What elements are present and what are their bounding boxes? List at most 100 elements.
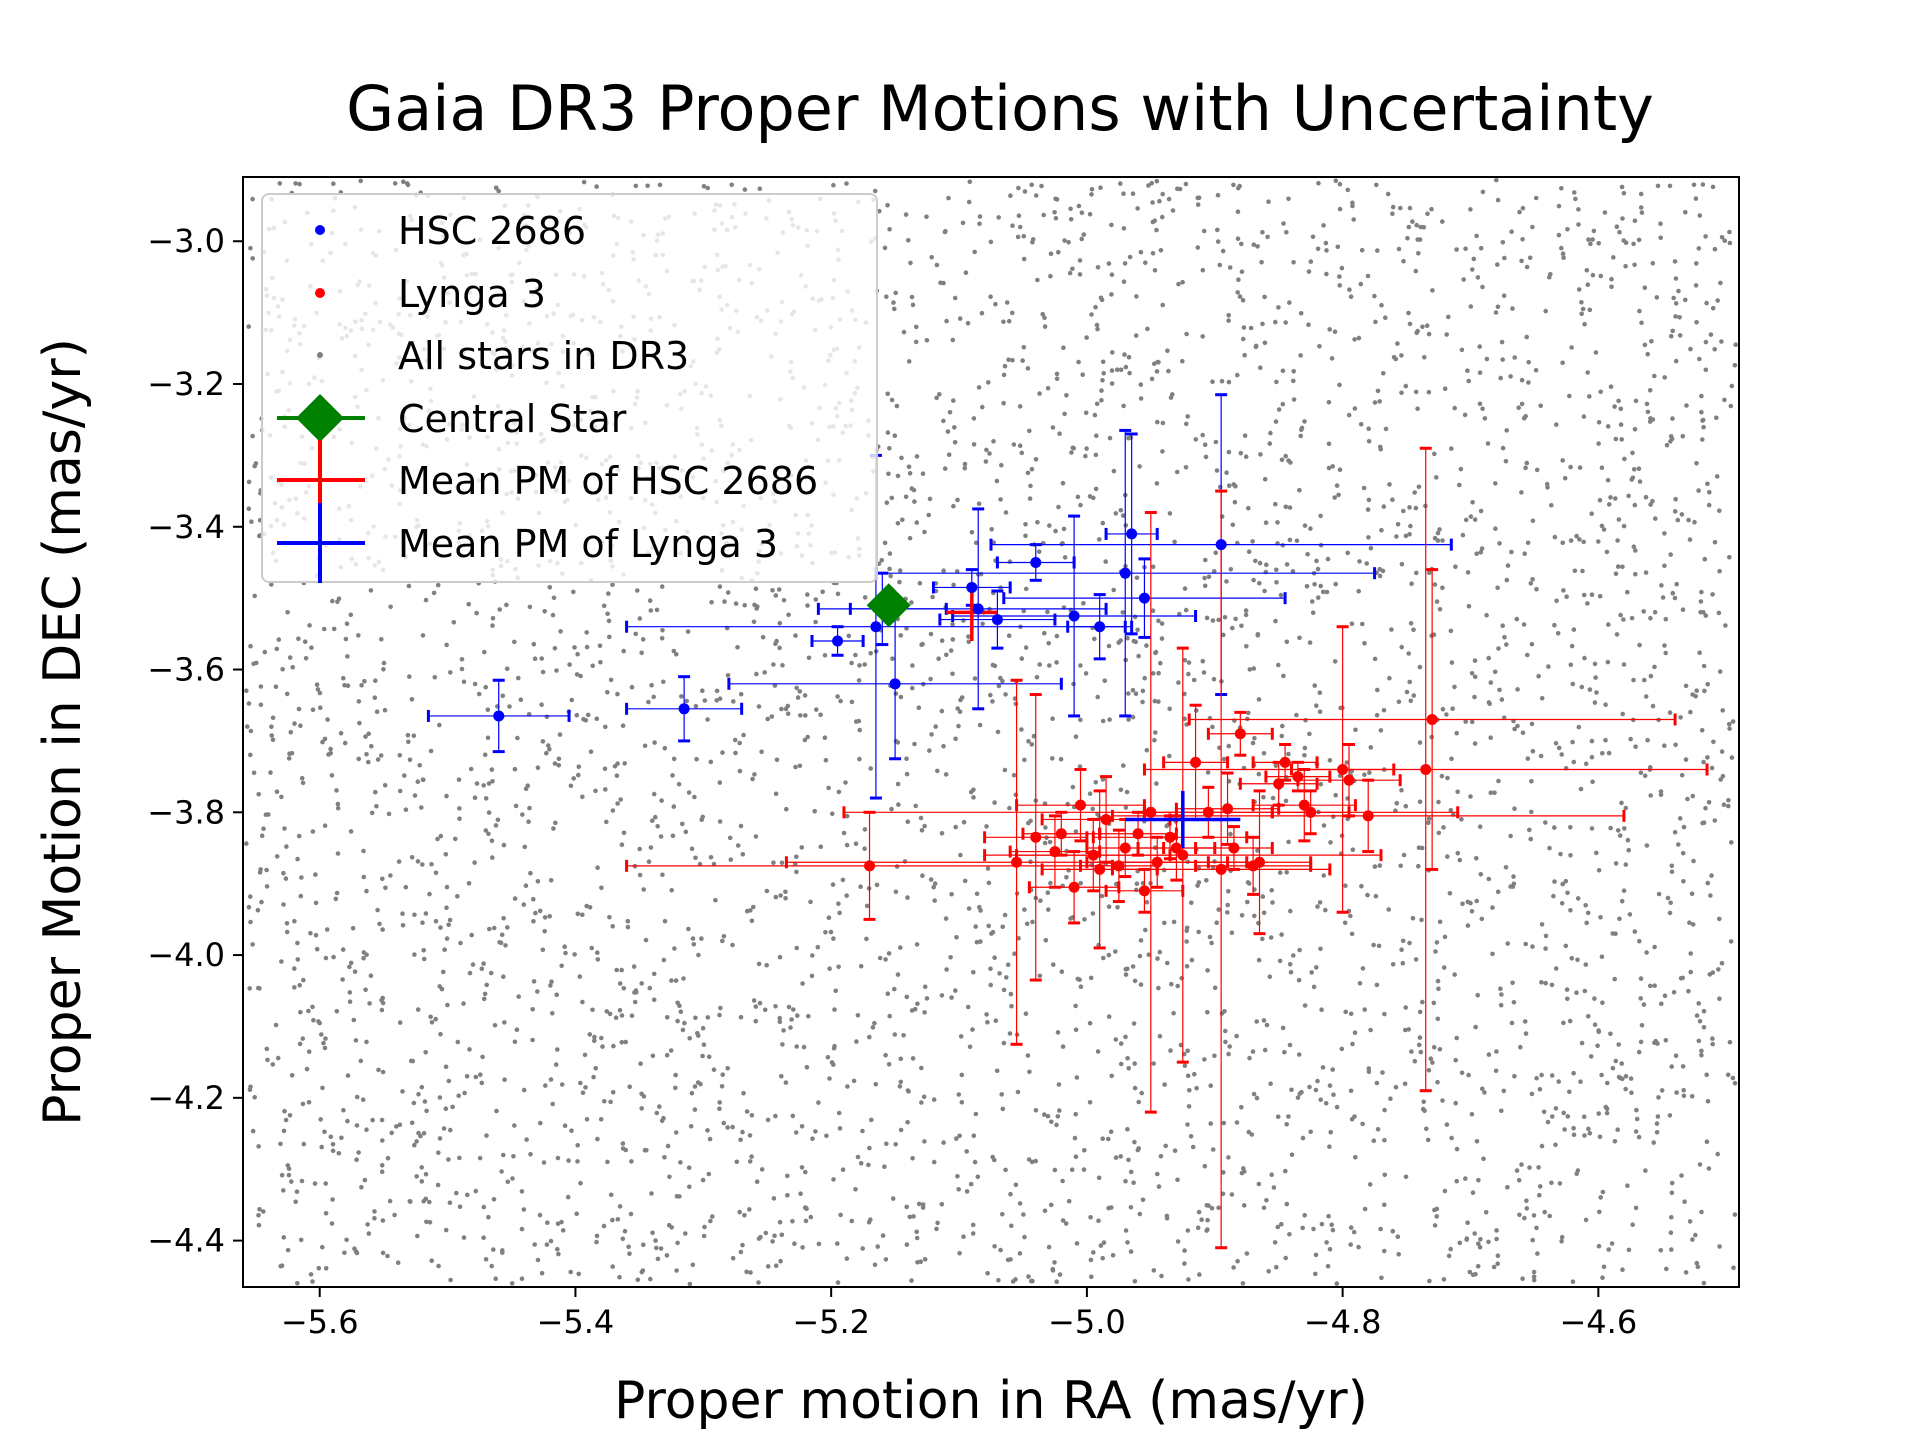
- hsc-2686-point: [966, 581, 978, 593]
- background-star: [1669, 1180, 1675, 1186]
- background-star: [1571, 759, 1577, 765]
- background-star: [1472, 694, 1477, 700]
- background-star: [1565, 227, 1570, 232]
- background-star: [379, 1117, 385, 1123]
- background-star: [932, 898, 937, 903]
- background-star: [1454, 1178, 1459, 1184]
- background-star: [446, 1078, 452, 1084]
- background-star: [1605, 1080, 1610, 1086]
- background-star: [1620, 564, 1625, 570]
- background-star: [537, 1212, 543, 1218]
- background-star: [286, 1166, 292, 1171]
- background-star: [580, 794, 585, 800]
- background-star: [1406, 310, 1411, 316]
- background-star: [1042, 1208, 1048, 1214]
- background-star: [1459, 347, 1465, 353]
- background-star: [822, 653, 828, 658]
- background-star: [1559, 245, 1564, 251]
- background-star: [1652, 664, 1657, 670]
- background-star: [1118, 787, 1124, 793]
- background-star: [951, 398, 956, 403]
- background-star: [1463, 517, 1469, 523]
- background-star: [1329, 1222, 1334, 1228]
- background-star: [500, 1248, 505, 1253]
- background-star: [991, 439, 996, 444]
- background-star: [692, 1084, 698, 1089]
- background-star: [1348, 1225, 1354, 1230]
- background-star: [331, 626, 337, 632]
- background-star: [999, 1092, 1004, 1097]
- background-star: [364, 752, 369, 757]
- background-star: [760, 634, 766, 640]
- background-star: [973, 924, 978, 929]
- background-star: [1003, 692, 1008, 697]
- background-star: [1337, 274, 1342, 279]
- background-star: [1444, 712, 1449, 717]
- background-star: [1296, 977, 1302, 983]
- background-star: [341, 1107, 346, 1113]
- background-star: [501, 974, 506, 979]
- lynga-3-point: [1362, 810, 1374, 822]
- background-star: [480, 1054, 485, 1060]
- background-star: [1176, 680, 1181, 685]
- background-star: [1455, 789, 1460, 795]
- background-star: [1027, 428, 1032, 434]
- background-star: [1390, 497, 1395, 503]
- background-star: [571, 589, 576, 595]
- background-star: [1419, 917, 1424, 923]
- background-star: [1089, 1274, 1094, 1280]
- background-star: [1202, 1163, 1208, 1169]
- background-star: [1697, 650, 1702, 655]
- background-star: [248, 728, 254, 734]
- background-star: [281, 1235, 287, 1240]
- background-star: [551, 826, 556, 831]
- background-star: [692, 1107, 698, 1112]
- background-star: [1696, 1001, 1701, 1006]
- background-star: [1667, 710, 1673, 715]
- background-star: [1235, 290, 1240, 295]
- background-star: [1444, 332, 1449, 337]
- background-star: [1138, 396, 1144, 401]
- background-star: [1416, 863, 1421, 869]
- background-star: [1709, 873, 1714, 878]
- background-star: [584, 630, 589, 635]
- background-star: [1073, 1111, 1078, 1117]
- background-star: [1603, 737, 1608, 743]
- background-star: [504, 666, 510, 672]
- background-star: [1262, 340, 1268, 346]
- background-star: [958, 697, 963, 703]
- background-star: [1013, 1182, 1019, 1188]
- background-star: [977, 722, 983, 728]
- background-star: [1271, 1185, 1277, 1190]
- background-star: [443, 1064, 449, 1070]
- background-star: [1636, 466, 1642, 472]
- background-star: [1073, 1154, 1079, 1160]
- background-star: [316, 1019, 321, 1024]
- background-star: [785, 1193, 790, 1198]
- background-star: [1317, 344, 1322, 349]
- background-star: [1647, 388, 1653, 393]
- background-star: [1633, 1205, 1639, 1211]
- background-star: [1581, 414, 1587, 419]
- background-star: [1571, 627, 1577, 632]
- background-star: [1539, 980, 1544, 985]
- background-star: [919, 1065, 924, 1071]
- background-star: [1250, 1049, 1256, 1054]
- background-star: [1431, 632, 1437, 637]
- background-star: [1690, 1237, 1695, 1242]
- background-star: [941, 568, 946, 573]
- background-star: [1549, 1180, 1554, 1186]
- background-star: [1010, 223, 1015, 228]
- background-star: [1056, 249, 1061, 255]
- background-star: [300, 780, 306, 786]
- background-star: [1582, 321, 1587, 327]
- background-star: [281, 1188, 286, 1193]
- background-star: [935, 1220, 940, 1226]
- background-star: [1426, 820, 1431, 826]
- background-star: [1282, 1049, 1287, 1055]
- background-star: [619, 1040, 625, 1045]
- background-star: [1442, 1188, 1448, 1194]
- background-star: [380, 1138, 385, 1143]
- background-star: [1333, 178, 1339, 184]
- background-star: [1275, 1114, 1281, 1119]
